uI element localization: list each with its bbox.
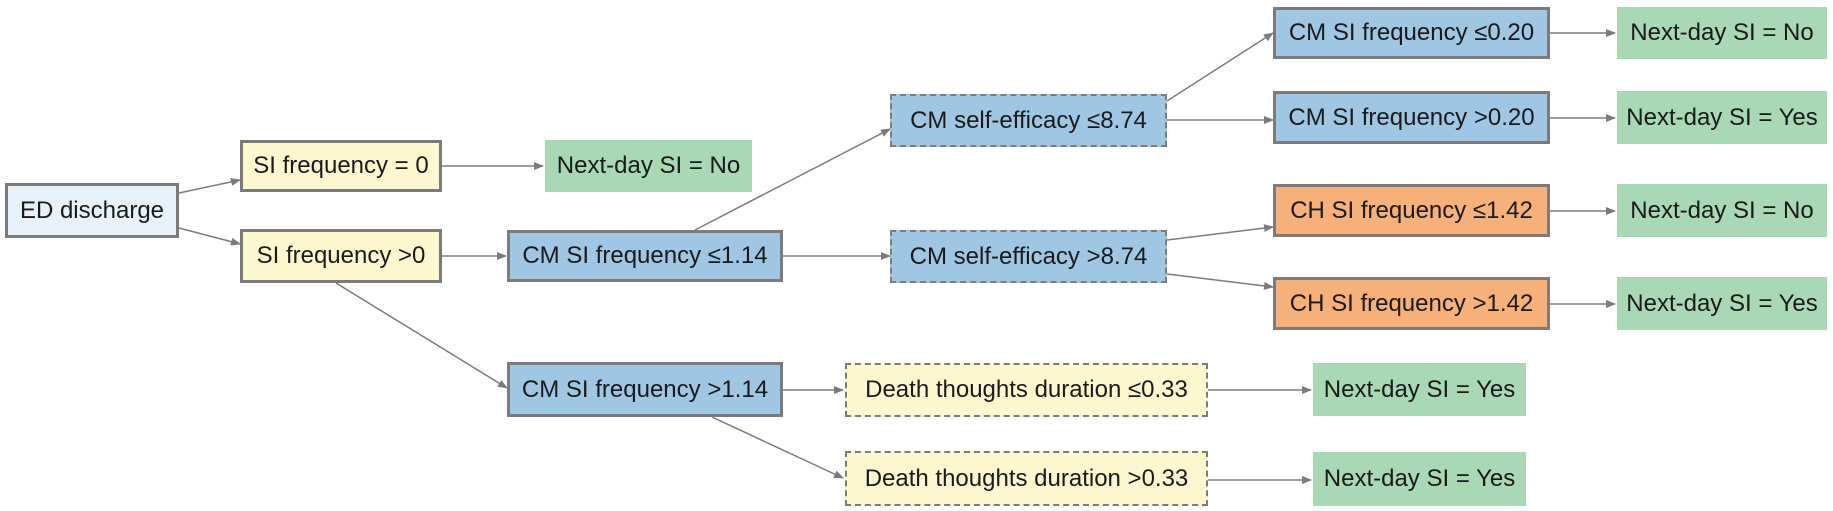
node-cm-self-efficacy-le-8-74: CM self-efficacy ≤8.74	[890, 94, 1167, 147]
edge-sigt0-to-cmgt114	[335, 282, 508, 389]
node-ch-si-frequency-le-1-42: CH SI frequency ≤1.42	[1273, 184, 1550, 237]
node-outcome-6: Next-day SI = Yes	[1313, 363, 1526, 416]
node-outcome-2: Next-day SI = No	[1617, 7, 1827, 59]
node-ed-discharge: ED discharge	[5, 183, 179, 238]
node-outcome-7: Next-day SI = Yes	[1313, 452, 1526, 506]
node-cm-self-efficacy-gt-8-74: CM self-efficacy >8.74	[890, 230, 1167, 283]
node-cm-si-frequency-gt-1-14: CM SI frequency >1.14	[507, 362, 783, 417]
node-cm-si-frequency-gt-0-20: CM SI frequency >0.20	[1273, 91, 1550, 144]
edge-ed-to-sigt0	[178, 227, 241, 246]
node-ch-si-frequency-gt-1-42: CH SI frequency >1.42	[1273, 277, 1550, 330]
edge-cmsegt-to-le142	[1166, 224, 1274, 241]
node-cm-si-frequency-le-1-14: CM SI frequency ≤1.14	[507, 230, 783, 282]
node-outcome-5: Next-day SI = Yes	[1617, 277, 1827, 330]
node-death-thoughts-duration-gt-0-33: Death thoughts duration >0.33	[845, 451, 1208, 506]
node-si-frequency-eq-0: SI frequency = 0	[240, 140, 442, 192]
edge-cmsegt-to-gt142	[1166, 273, 1274, 290]
node-si-frequency-gt-0: SI frequency >0	[240, 229, 442, 283]
node-outcome-3: Next-day SI = Yes	[1617, 91, 1827, 144]
node-cm-si-frequency-le-0-20: CM SI frequency ≤0.20	[1273, 7, 1550, 59]
node-outcome-1: Next-day SI = No	[545, 140, 752, 192]
edge-ed-to-si0	[178, 177, 241, 194]
edge-cmsele-to-le020	[1166, 32, 1274, 102]
edge-cmle114-to-cmsele	[694, 128, 891, 231]
node-death-thoughts-duration-le-0-33: Death thoughts duration ≤0.33	[845, 363, 1208, 417]
edge-cmgt114-to-deathgt	[711, 416, 844, 479]
node-outcome-4: Next-day SI = No	[1617, 184, 1827, 237]
